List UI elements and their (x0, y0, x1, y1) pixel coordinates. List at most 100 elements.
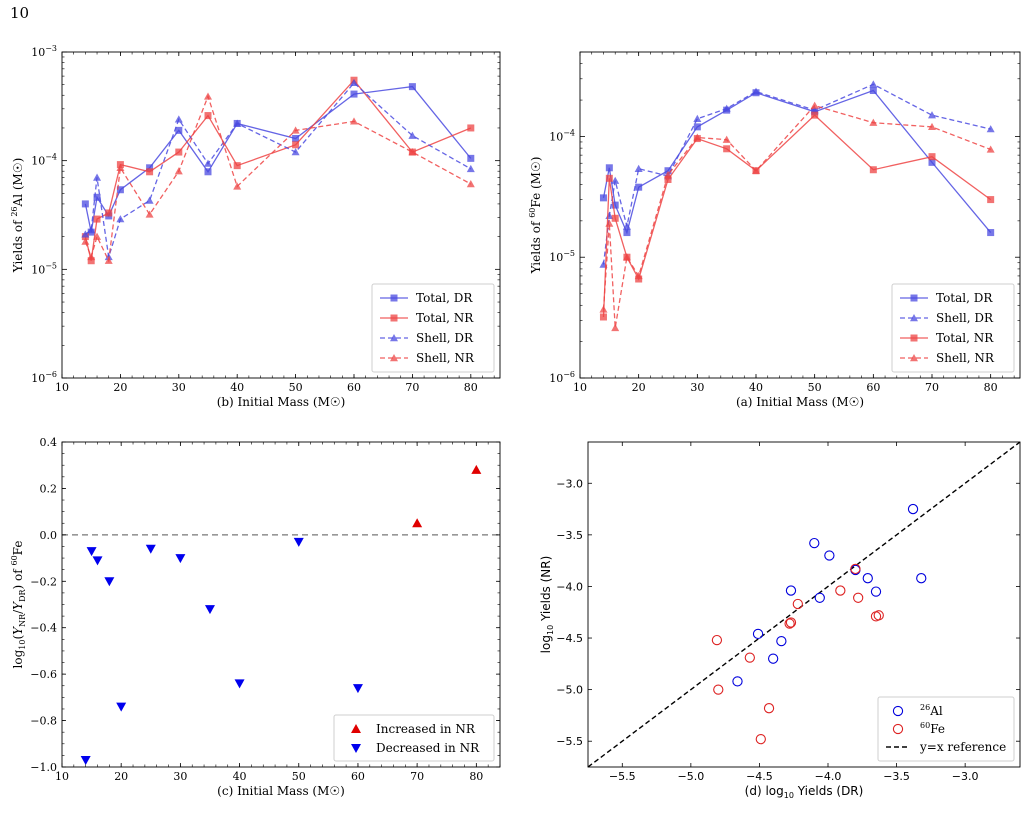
legend: Total, DR Shell, DR Total, NR Shell, NR (891, 283, 1015, 373)
x-tick-label: 60 (351, 770, 365, 783)
data-point (145, 196, 154, 204)
legend: Total, DR Total, NR Shell, DR Shell, NR (371, 283, 495, 373)
y-tick-label: 10−5 (31, 261, 57, 276)
data-point (87, 257, 95, 265)
y-axis-label: log10(YNR/YDR) of 60Fe (10, 541, 27, 669)
data-point (81, 230, 90, 238)
y-tick-label: −4.0 (556, 580, 583, 593)
data-point (466, 164, 475, 173)
data-point (634, 271, 643, 280)
legend-marker (910, 334, 918, 342)
series-total-nr (81, 76, 475, 265)
data-point (611, 214, 619, 222)
x-tick-label: 70 (410, 770, 424, 783)
x-tick-label: −3.5 (883, 770, 910, 783)
data-point (93, 215, 101, 223)
y-tick-label: 0.4 (40, 436, 58, 449)
data-point (811, 111, 819, 119)
x-tick-label: 30 (173, 770, 187, 783)
data-point (93, 193, 101, 201)
x-tick-label: 50 (292, 770, 306, 783)
data-point (467, 124, 475, 132)
x-axis-label: (d) log10 Yields (DR) (745, 784, 864, 800)
legend-label: Shell, DR (416, 331, 474, 345)
x-tick-label: 80 (464, 381, 478, 394)
data-point (233, 182, 242, 190)
y-axis-label: Yields of 26Al (M☉) (10, 158, 25, 274)
data-point (175, 148, 183, 156)
x-tick-label: −5.0 (677, 770, 704, 783)
legend-frame (891, 283, 1015, 373)
data-point (810, 101, 819, 109)
y-tick-label: −4.5 (556, 632, 583, 645)
data-point (234, 679, 245, 689)
legend-label: Shell, NR (416, 351, 475, 365)
x-tick-label: 60 (866, 381, 880, 394)
x-tick-label: 50 (289, 381, 303, 394)
data-point (623, 229, 631, 237)
series-shell-nr (599, 101, 995, 332)
data-point (763, 703, 775, 714)
data-point (175, 554, 186, 564)
data-point (291, 148, 300, 156)
data-point (350, 78, 358, 87)
data-point (711, 634, 723, 646)
y-tick-label: −0.4 (30, 622, 57, 635)
y-tick-label: 10−6 (31, 370, 57, 385)
data-point (408, 131, 417, 139)
data-point (664, 167, 672, 175)
data-point (87, 226, 96, 234)
legend-marker (390, 354, 398, 362)
data-point (204, 92, 212, 100)
data-point (869, 166, 877, 174)
y-tick-label: −0.2 (30, 575, 57, 588)
series-total-dr (599, 87, 995, 237)
legend-label: Total, NR (936, 331, 994, 345)
y-tick-label: −5.5 (556, 735, 583, 748)
x-tick-label: −5.5 (609, 770, 636, 783)
data-point (755, 733, 766, 745)
x-tick-label: 80 (984, 381, 998, 394)
data-point (732, 676, 743, 687)
x-axis-label: (a) Initial Mass (M☉) (736, 395, 864, 409)
data-point (116, 186, 124, 194)
data-point (93, 232, 102, 240)
data-point (987, 196, 995, 204)
data-point (850, 563, 861, 575)
data-point (145, 544, 156, 554)
data-point (744, 652, 755, 663)
data-point (928, 153, 936, 161)
data-point (611, 323, 620, 332)
y-tick-label: −1.0 (30, 761, 57, 774)
data-point (291, 126, 300, 134)
data-point (809, 537, 820, 549)
data-point (693, 123, 701, 131)
data-point (471, 464, 482, 474)
y-tick-label: −3.0 (556, 477, 583, 490)
series-shell-dr (81, 78, 475, 261)
data-point (835, 585, 846, 596)
data-point (664, 170, 672, 179)
chart-fe60: 10 20 30 40 50 60 70 80 10−6 10−5 10−4 (a) Initial … (528, 51, 1021, 409)
data-point (870, 611, 882, 622)
y-tick-label: −5.0 (556, 684, 583, 697)
series-shell-dr (599, 80, 995, 268)
legend-label: Decreased in NR (376, 741, 480, 755)
y-tick-label: 10−5 (549, 249, 575, 264)
data-point (928, 158, 936, 166)
legend-frame (333, 714, 495, 762)
data-point (350, 90, 358, 98)
legend-label: 60Fe (920, 721, 945, 736)
data-point (175, 126, 183, 134)
x-axis-label: (c) Initial Mass (M☉) (217, 784, 345, 798)
data-point (870, 586, 882, 597)
data-point (767, 653, 779, 664)
data-point (824, 550, 835, 561)
data-point (86, 547, 97, 557)
legend-frame (371, 283, 495, 373)
y-equals-x-line (587, 441, 1021, 768)
x-tick-label: −3.0 (952, 770, 979, 783)
x-tick-label: 70 (405, 381, 419, 394)
plot-frame (579, 51, 1021, 379)
